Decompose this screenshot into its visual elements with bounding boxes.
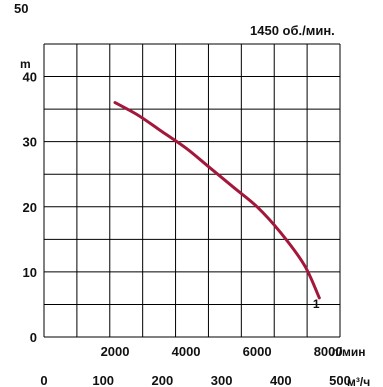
speed-label: 1450 об./мин. [250,23,335,38]
x-tick-label-m3h: 400 [270,373,292,387]
x-tick-label-m3h: 300 [211,373,233,387]
x-axis-unit-lmin: л/мин [331,345,365,359]
x-tick-label-lmin: 2000 [101,344,130,359]
series-line [113,101,321,300]
y-tick-label: 10 [23,265,37,280]
series-label: 1 [313,297,320,311]
x-axis-ticks-lmin: 2000 4000 6000 8000 [101,344,343,359]
x-tick-label-m3h: 0 [40,373,47,387]
x-tick-label-m3h: 200 [152,373,174,387]
curve-layer: 1 [113,101,321,311]
y-tick-label: 20 [23,200,37,215]
x-tick-label-lmin: 8000 [314,344,343,359]
x-axis-ticks-m3h: 0 100 200 300 400 500 [40,373,350,387]
y-top-partial-tick: 50 [14,1,28,16]
grid [43,43,341,338]
x-tick-label-lmin: 4000 [172,344,201,359]
x-axis-unit-m3h: м³/ч [347,375,370,387]
x-tick-label-lmin: 6000 [243,344,272,359]
y-axis-ticks: 0 10 20 30 40 [23,70,37,345]
y-tick-label: 0 [30,330,37,345]
x-tick-label-m3h: 100 [92,373,114,387]
y-tick-label: 40 [23,70,37,85]
y-axis-label: m [20,57,31,71]
x-tick-label-m3h: 500 [329,373,351,387]
y-tick-label: 30 [23,135,37,150]
